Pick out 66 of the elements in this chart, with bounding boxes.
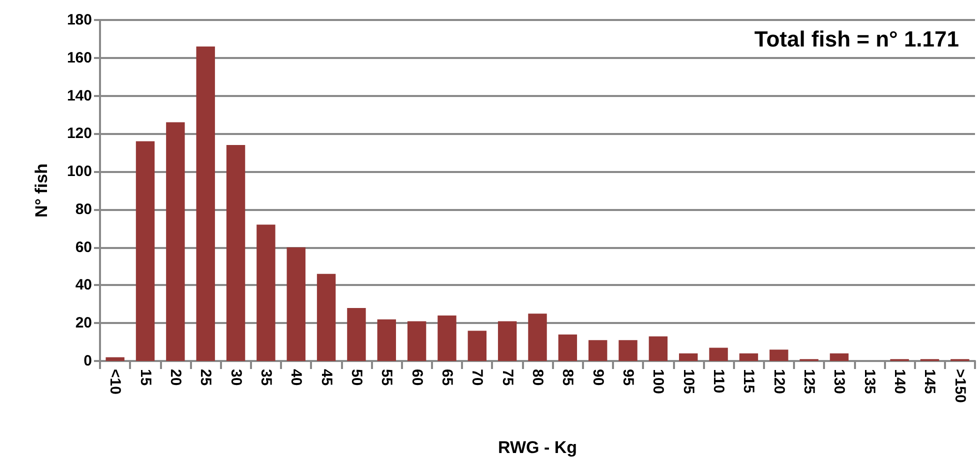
- x-axis-title: RWG - Kg: [498, 438, 578, 457]
- y-tick-label: 160: [66, 49, 92, 66]
- x-tick-label: 95: [620, 369, 637, 386]
- bar: [256, 224, 276, 361]
- x-tick-label: 65: [438, 369, 456, 386]
- x-tick-label: 105: [680, 369, 697, 394]
- bar: [407, 321, 426, 361]
- y-tick-label: 140: [66, 87, 92, 104]
- bar: [528, 314, 547, 361]
- bar: [377, 319, 396, 361]
- x-tick-label: 145: [921, 369, 938, 394]
- bar: [196, 46, 215, 361]
- y-tick-label: 180: [66, 12, 92, 28]
- x-tick-label: 60: [408, 369, 426, 386]
- x-tick-label: 70: [468, 369, 486, 386]
- x-tick-label: 55: [378, 369, 396, 386]
- x-tick-label: 25: [197, 369, 214, 386]
- bar: [316, 274, 336, 361]
- bar: [679, 353, 698, 361]
- x-tick-label: 35: [257, 369, 274, 386]
- bar: [286, 247, 306, 361]
- x-tick-label: 140: [891, 369, 908, 394]
- x-tick-label: 40: [288, 369, 305, 386]
- x-tick-label: 110: [710, 369, 728, 394]
- bar: [648, 336, 668, 361]
- x-tick-label: 135: [860, 369, 878, 394]
- x-tick-label: 20: [166, 369, 184, 386]
- bar: [468, 330, 487, 361]
- x-tick-label: 120: [770, 369, 788, 394]
- y-tick-label: 120: [66, 125, 92, 142]
- bar: [498, 321, 517, 361]
- x-tick-label: 90: [589, 369, 606, 386]
- y-tick-label: 40: [75, 276, 92, 294]
- bar: [770, 350, 788, 361]
- x-tick-label: 30: [227, 369, 244, 386]
- y-tick-label: 0: [84, 352, 92, 370]
- x-tick-label: 80: [529, 369, 546, 386]
- bar: [166, 122, 185, 361]
- bar: [618, 340, 638, 361]
- x-tick-label: 100: [650, 369, 667, 394]
- x-tick-label: 15: [136, 369, 154, 386]
- bar: [588, 340, 608, 361]
- y-tick-label: 80: [75, 200, 92, 218]
- x-tick-label: 75: [498, 369, 516, 386]
- annotation: Total fish = n° 1.171: [754, 26, 960, 52]
- bar: [136, 141, 155, 361]
- y-tick-label: 100: [66, 163, 92, 180]
- x-tick-label: 130: [830, 369, 848, 394]
- bar: [739, 353, 758, 361]
- x-tick-label: <10: [106, 369, 124, 394]
- y-tick-label: 60: [75, 238, 92, 256]
- bar: [438, 316, 456, 361]
- x-tick-label: 85: [559, 369, 576, 386]
- x-tick-label: 50: [348, 369, 365, 386]
- y-tick-label: 20: [75, 314, 92, 332]
- x-tick-label: >150: [951, 369, 968, 403]
- y-axis-title: N° fish: [32, 163, 51, 218]
- bar: [347, 308, 366, 361]
- bar: [106, 357, 124, 361]
- x-tick-label: 115: [740, 369, 758, 394]
- bar: [709, 348, 728, 361]
- bar: [558, 334, 578, 361]
- x-tick-label: 125: [800, 369, 818, 394]
- bar: [226, 145, 246, 361]
- bar: [830, 353, 849, 361]
- x-tick-label: 45: [318, 369, 335, 386]
